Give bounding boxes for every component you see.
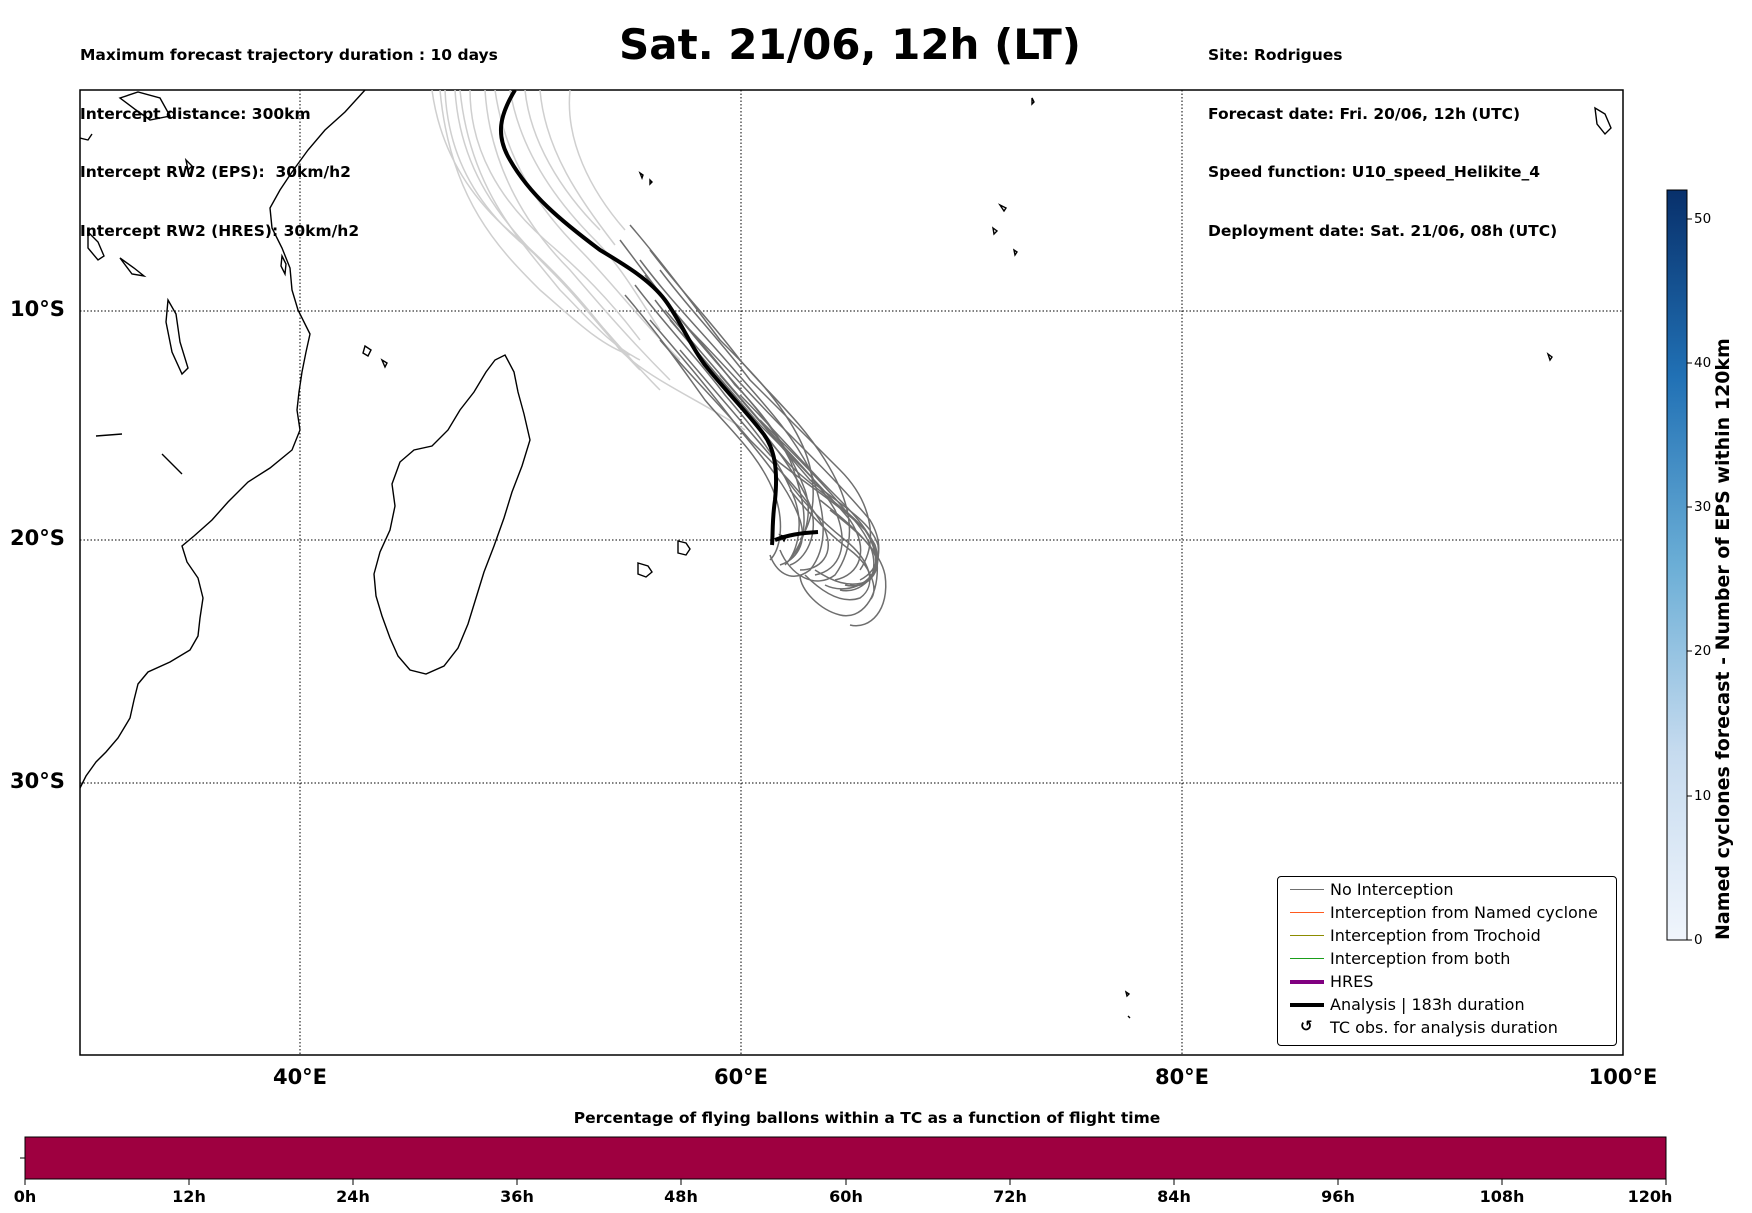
- legend-swatch-analysis: [1290, 1003, 1324, 1007]
- flight-time-tick-label: 12h: [172, 1187, 206, 1206]
- flight-time-tick-label: 24h: [336, 1187, 370, 1206]
- maldives: [1031, 97, 1035, 106]
- flight-time-tick-label: 96h: [1321, 1187, 1355, 1206]
- lon-label-80e: 80°E: [1154, 1065, 1210, 1089]
- legend-item: Interception from Named cyclone: [1278, 902, 1616, 924]
- colorbar-ticks: [1687, 218, 1692, 941]
- colorbar-tick-label: 50: [1694, 211, 1712, 227]
- site-line: Speed function: U10_speed_Helikite_4: [1208, 163, 1541, 181]
- flight-time-tick-label: 72h: [993, 1187, 1027, 1206]
- legend-item: ↺ TC obs. for analysis duration: [1278, 1017, 1616, 1039]
- legend-label: HRES: [1330, 972, 1374, 991]
- legend-item: No Interception: [1278, 879, 1616, 901]
- lon-label-40e: 40°E: [272, 1065, 328, 1089]
- seychelles: [638, 171, 653, 186]
- legend-swatch-hres: [1290, 980, 1324, 984]
- flight-time-tick-label: 84h: [1157, 1187, 1191, 1206]
- lon-label-100e: 100°E: [1588, 1065, 1658, 1089]
- flight-time-bar-ticks: [20, 1157, 1667, 1185]
- colorbar-tick-label: 20: [1694, 643, 1712, 659]
- colorbar-rect: [1666, 189, 1688, 941]
- amsterdam: [1124, 990, 1131, 1019]
- legend-item: Analysis | 183h duration: [1278, 994, 1616, 1016]
- zanzibar: [280, 253, 287, 277]
- reunion: [637, 562, 653, 578]
- site-line: Site: Rodrigues: [1208, 46, 1343, 64]
- legend-swatch-both: [1290, 958, 1324, 959]
- africa-coastline: [80, 90, 366, 789]
- colorbar-title: Named cyclones forecast - Number of EPS …: [1712, 338, 1734, 940]
- madagascar-coastline: [373, 354, 531, 675]
- colorbar-tick-label: 0: [1694, 932, 1703, 948]
- param-line: Intercept RW2 (EPS): 30km/h2: [80, 163, 351, 181]
- colorbar-tick-label: 10: [1694, 788, 1712, 804]
- flight-time-tick-label: 0h: [13, 1187, 37, 1206]
- legend-item: Interception from both: [1278, 948, 1616, 970]
- colorbar-tick-label: 40: [1694, 355, 1712, 371]
- tc-obs-icon: ↺: [1300, 1017, 1313, 1035]
- flight-time-bar-title: Percentage of flying ballons within a TC…: [573, 1109, 1161, 1127]
- legend-label: Interception from Named cyclone: [1330, 903, 1598, 922]
- lon-label-60e: 60°E: [713, 1065, 769, 1089]
- mauritius: [677, 540, 691, 556]
- lat-label-20s: 20°S: [10, 526, 65, 550]
- forecast-parameters: Maximum forecast trajectory duration : 1…: [80, 7, 498, 261]
- legend-item: Interception from Trochoid: [1278, 925, 1616, 947]
- flight-time-tick-label: 48h: [664, 1187, 698, 1206]
- map-legend: No Interception Interception from Named …: [1277, 876, 1617, 1046]
- comoros: [362, 344, 388, 369]
- site-line: Forecast date: Fri. 20/06, 12h (UTC): [1208, 104, 1521, 123]
- socotra-region: [80, 133, 105, 261]
- site-info: Site: Rodrigues Forecast date: Fri. 20/0…: [1208, 7, 1557, 261]
- north-coast-bits: [118, 91, 193, 172]
- legend-label: Analysis | 183h duration: [1330, 995, 1525, 1014]
- east-africa-lakes: [95, 257, 189, 475]
- flight-time-tick-label: 60h: [829, 1187, 863, 1206]
- lat-label-10s: 10°S: [10, 297, 65, 321]
- legend-label: No Interception: [1330, 880, 1454, 899]
- param-line: Intercept RW2 (HRES): 30km/h2: [80, 221, 360, 240]
- analysis-trajectory: [498, 90, 819, 546]
- legend-label: Interception from both: [1330, 949, 1511, 968]
- flight-time-tick-label: 108h: [1479, 1187, 1525, 1206]
- legend-swatch-trochoid: [1290, 935, 1324, 936]
- legend-label: Interception from Trochoid: [1330, 926, 1541, 945]
- flight-time-bar: [24, 1136, 1667, 1180]
- chagos: [992, 203, 1018, 257]
- legend-swatch-named-cyclone: [1290, 912, 1324, 913]
- cocos: [1546, 352, 1553, 362]
- lat-label-30s: 30°S: [10, 769, 65, 793]
- legend-label: TC obs. for analysis duration: [1330, 1018, 1558, 1037]
- gridlines: [80, 90, 1623, 1055]
- flight-time-tick-label: 36h: [500, 1187, 534, 1206]
- map-title: Sat. 21/06, 12h (LT): [619, 20, 1081, 69]
- legend-item: HRES: [1278, 971, 1616, 993]
- flight-time-tick-label: 120h: [1627, 1187, 1673, 1206]
- param-line: Maximum forecast trajectory duration : 1…: [80, 46, 498, 64]
- param-line: Intercept distance: 300km: [80, 104, 311, 123]
- colorbar-tick-label: 30: [1694, 499, 1712, 515]
- legend-swatch-no-interception: [1290, 889, 1324, 890]
- site-line: Deployment date: Sat. 21/06, 08h (UTC): [1208, 221, 1558, 240]
- sri-lanka-edge: [1594, 106, 1612, 136]
